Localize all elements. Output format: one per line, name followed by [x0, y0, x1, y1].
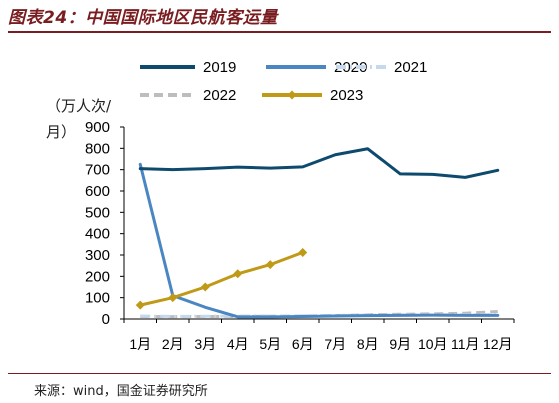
y-tick-label: 0 — [102, 311, 110, 328]
legend-label-2023: 2023 — [330, 87, 363, 104]
y-tick-label: 500 — [85, 204, 110, 221]
x-tick-label: 10月 — [418, 336, 448, 352]
legend-label-2019: 2019 — [203, 59, 236, 76]
source-rule — [8, 373, 551, 374]
x-tick-label: 7月 — [324, 336, 346, 352]
y-tick-label: 700 — [85, 162, 110, 179]
data-point-2023 — [265, 260, 275, 270]
x-tick-label: 9月 — [389, 336, 411, 352]
title-rule — [8, 31, 551, 33]
data-point-2023 — [135, 300, 145, 310]
x-tick-label: 1月 — [129, 336, 151, 352]
y-tick-label: 800 — [85, 140, 110, 157]
y-tick-label: 900 — [85, 119, 110, 136]
x-tick-label: 4月 — [227, 336, 249, 352]
x-tick-label: 11月 — [451, 336, 480, 352]
x-tick-label: 6月 — [292, 336, 314, 352]
y-axis-label: （万人次/月） — [46, 97, 112, 141]
series-line-2019 — [138, 147, 500, 179]
x-tick-label: 2月 — [162, 336, 184, 352]
y-tick-label: 400 — [85, 226, 110, 243]
source-note: 来源：wind，国金证券研究所 — [34, 384, 208, 399]
y-tick-label: 600 — [85, 183, 110, 200]
y-tick-label: 300 — [85, 247, 110, 264]
y-tick-label: 200 — [85, 268, 110, 285]
y-tick-label: 100 — [85, 290, 110, 307]
x-tick-label: 5月 — [259, 336, 281, 352]
line-chart: 0 100 200 300 400 500 600 700 800 900 1月 2月 3月 4月 5月 6月… — [85, 59, 515, 352]
x-tick-label: 3月 — [194, 336, 216, 352]
series-line-2023 — [138, 250, 305, 307]
data-point-2023 — [233, 269, 243, 279]
legend-label-2022: 2022 — [203, 87, 236, 104]
data-point-2023 — [298, 247, 308, 257]
figure-title: 图表24：中国国际地区民航客运量 — [8, 8, 278, 28]
x-tick-label: 8月 — [357, 336, 379, 352]
legend-marker-2023 — [287, 90, 297, 100]
data-point-2023 — [200, 282, 210, 292]
data-point-2023 — [168, 293, 178, 303]
x-tick-label: 12月 — [483, 336, 513, 352]
legend-label-2021: 2021 — [394, 59, 427, 76]
series-line-2020 — [138, 162, 500, 319]
